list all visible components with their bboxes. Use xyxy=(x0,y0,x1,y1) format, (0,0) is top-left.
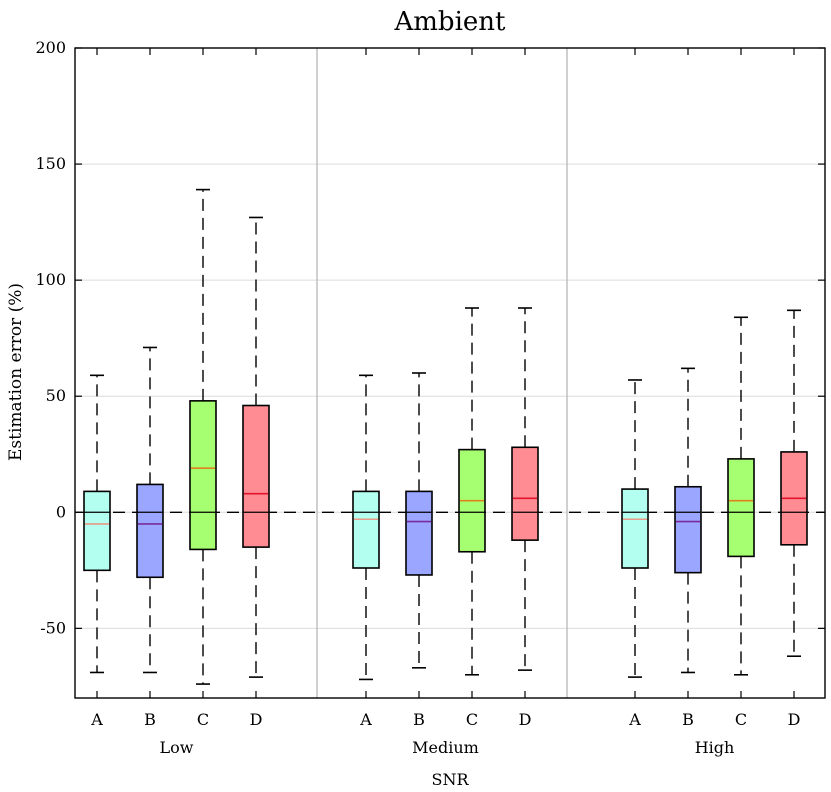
grid-layer xyxy=(75,163,825,629)
box-low-d xyxy=(242,404,270,548)
box-medium-d xyxy=(511,446,539,541)
group-label-medium: Medium xyxy=(412,738,479,757)
x-tick-label-high-d: D xyxy=(788,710,801,729)
x-axis-label: SNR xyxy=(431,770,469,789)
y-tick-label: 0 xyxy=(56,502,66,521)
x-tick-label-low-d: D xyxy=(250,710,263,729)
box-low-c xyxy=(189,400,217,551)
box-high-b xyxy=(674,485,702,574)
group-separators xyxy=(316,48,568,698)
x-tick-label-high-c: C xyxy=(735,710,747,729)
x-tick-label-medium-d: D xyxy=(519,710,532,729)
box-high-c xyxy=(727,458,755,558)
group-label-high: High xyxy=(695,738,735,757)
x-tick-label-medium-c: C xyxy=(466,710,478,729)
box-medium-a xyxy=(352,490,380,569)
y-tick-label: 100 xyxy=(35,270,66,289)
x-tick-label-medium-a: A xyxy=(359,710,372,729)
label-layer: -50 0 50 100 150 200 A B C D Low A B C D Medium A B C D High xyxy=(35,38,800,757)
y-tick-label: 150 xyxy=(35,154,66,173)
y-tick-label: -50 xyxy=(40,618,66,637)
chart-title: Ambient xyxy=(394,7,507,37)
box-layer xyxy=(83,188,808,685)
x-tick-label-medium-b: B xyxy=(413,710,425,729)
x-tick-label-low-a: A xyxy=(90,710,103,729)
axis-layer xyxy=(74,47,826,699)
x-tick-label-low-b: B xyxy=(144,710,156,729)
box-low-b xyxy=(136,483,164,579)
plot-frame xyxy=(74,47,826,699)
y-tick-label: 50 xyxy=(46,386,66,405)
x-tick-label-low-c: C xyxy=(197,710,209,729)
y-axis-label: Estimation error (%) xyxy=(6,283,26,461)
y-tick-label: 200 xyxy=(35,38,66,57)
box-low-a xyxy=(83,490,111,572)
x-tick-label-high-b: B xyxy=(682,710,694,729)
x-tick-label-high-a: A xyxy=(628,710,641,729)
box-medium-b xyxy=(405,490,433,576)
box-high-a xyxy=(621,488,649,569)
group-label-low: Low xyxy=(160,738,194,757)
